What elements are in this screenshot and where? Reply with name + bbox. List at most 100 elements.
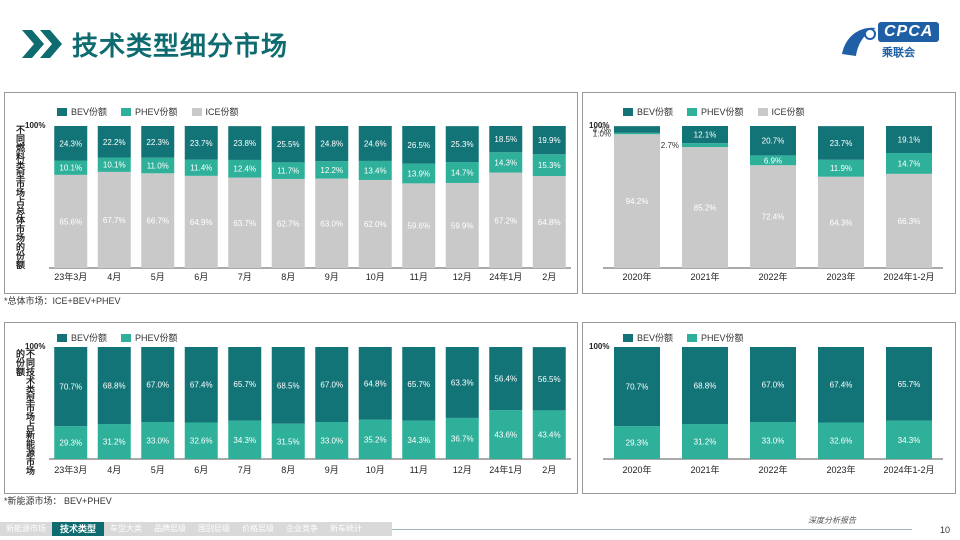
legend-item-phev: PHEV份额 [687,331,744,344]
data-label: 34.3% [898,436,921,445]
footer-tab-4[interactable]: 国别层级 [198,524,231,533]
bar-segment-ice [97,171,131,268]
bar-segment-bev [886,347,932,421]
legend-label-phev: PHEV份额 [701,333,744,343]
data-label: 32.6% [190,437,213,446]
bar-segment-phev [402,163,436,184]
data-label: 62.0% [364,220,387,229]
data-label: 10.1% [103,161,126,170]
data-label: 67.4% [830,381,853,390]
bar-segment-ice [358,179,392,268]
data-label: 67.0% [320,381,343,390]
data-label: 56.5% [538,375,561,384]
data-label: 65.7% [407,380,430,389]
bar-segment-bev [818,347,864,423]
data-label: 23.7% [830,139,853,148]
legend-item-ice: ICE份额 [191,105,239,118]
data-label: 68.5% [277,381,300,390]
legend-swatch-phev [121,107,132,116]
bar-segment-bev [184,126,218,160]
legend-overall-monthly: BEV份额 PHEV份额 ICE份额 [57,105,239,118]
data-label: 64.8% [364,379,387,388]
x-tick-label: 12月 [453,272,472,282]
bar-segment-phev [54,160,88,175]
bar-segment-bev [682,347,728,425]
bar-segment-bev [402,347,436,421]
data-label: 22.2% [103,138,126,147]
footer-nav: 新能源市场 技术类型 车型大类 品牌层级 国别层级 价格层级 企业竞争 新车统计 [0,522,392,536]
chart-nev-monthly: 29.3% 70.7% 23年3月 31.2% 68.8% 4月 33.0% 67.0% 5月 3… [49,347,571,475]
bar-segment-phev [184,159,218,176]
footer-tab-2[interactable]: 车型大类 [110,524,143,533]
footer-tab-3[interactable]: 品牌层级 [154,524,187,533]
bar-segment-bev [228,126,262,160]
bar-segment-bev [358,126,392,161]
bar-segment-bev [532,347,566,411]
x-tick-label: 8月 [281,465,295,475]
data-label: 56.4% [494,375,517,384]
x-tick-label: 2022年 [758,271,787,282]
footer-tab-1[interactable]: 技术类型 [52,522,105,536]
x-tick-label: 23年3月 [54,271,87,282]
bar-segment-bev [614,347,660,427]
footer-tab-5[interactable]: 价格层级 [242,524,275,533]
data-label: 14.7% [451,169,474,178]
bar-segment-bev [489,347,523,411]
data-label: 14.7% [898,159,921,168]
x-tick-label: 2022年 [758,464,787,475]
data-label: 63.0% [320,219,343,228]
legend-swatch-phev [121,333,132,342]
bar-segment-ice [532,175,566,268]
data-label: 11.9% [830,164,852,173]
logo-subtext: 乘联会 [882,47,915,59]
data-label: 36.7% [451,434,474,443]
bar-segment-ice [315,178,349,268]
data-label: 65.6% [59,217,82,226]
footer-tab-6[interactable]: 企业竞争 [286,524,319,533]
note-overall-market: *总体市场：ICE+BEV+PHEV [4,296,121,306]
x-tick-label: 12月 [453,465,472,475]
legend-label-phev: PHEV份额 [701,107,744,117]
footer-tab-0[interactable]: 新能源市场 [6,524,46,533]
bar-segment-bev [315,347,349,423]
chart-overall-monthly: 65.6% 10.1% 24.3% 23年3月 67.7% 10.1% 22.2% 4月 66.… [49,126,571,282]
bar-segment-bev [228,347,262,421]
data-label: 62.7% [277,219,300,228]
data-label: 15.3% [538,161,561,170]
x-tick-label: 5月 [151,465,165,475]
bar-segment-phev [184,422,218,459]
x-tick-label: 24年1月 [489,271,522,282]
bar-segment-phev [532,154,566,176]
legend-swatch-phev [687,107,698,116]
x-tick-label: 24年1月 [489,464,522,475]
data-label: 43.4% [538,431,561,440]
bar-segment-bev [402,126,436,164]
bar-segment-bev [818,126,864,160]
legend-label-ice: ICE份额 [771,107,805,117]
bar-segment-phev [97,157,131,172]
legend-item-phev: PHEV份额 [121,105,178,118]
legend-item-ice: ICE份额 [757,105,805,118]
bar-segment-phev [358,419,392,459]
data-label: 33.0% [146,437,169,446]
bar-segment-phev [141,157,175,174]
label-100-percent: 100% [589,121,610,130]
x-tick-label: 2024年1-2月 [883,271,934,282]
footer-tab-7[interactable]: 新车统计 [330,524,363,533]
bar-segment-bev [184,347,218,423]
bar-segment-phev [532,410,566,459]
legend-overall-yearly: BEV份额 PHEV份额 ICE份额 [623,105,805,118]
x-tick-label: 6月 [194,465,208,475]
data-label: 29.3% [59,439,82,448]
data-label: 65.7% [898,380,921,389]
data-label: 64.3% [830,218,853,227]
bar-segment-bev [271,347,305,424]
bar-segment-phev [614,132,660,135]
bar-segment-phev [315,161,349,179]
bar-segment-ice [228,177,262,268]
bar-segment-ice [184,175,218,268]
data-label: 6.9% [764,156,782,165]
note-nev-market: *新能源市场： BEV+PHEV [4,496,112,506]
legend-swatch-bev [623,107,633,116]
bar-segment-bev [750,126,796,156]
